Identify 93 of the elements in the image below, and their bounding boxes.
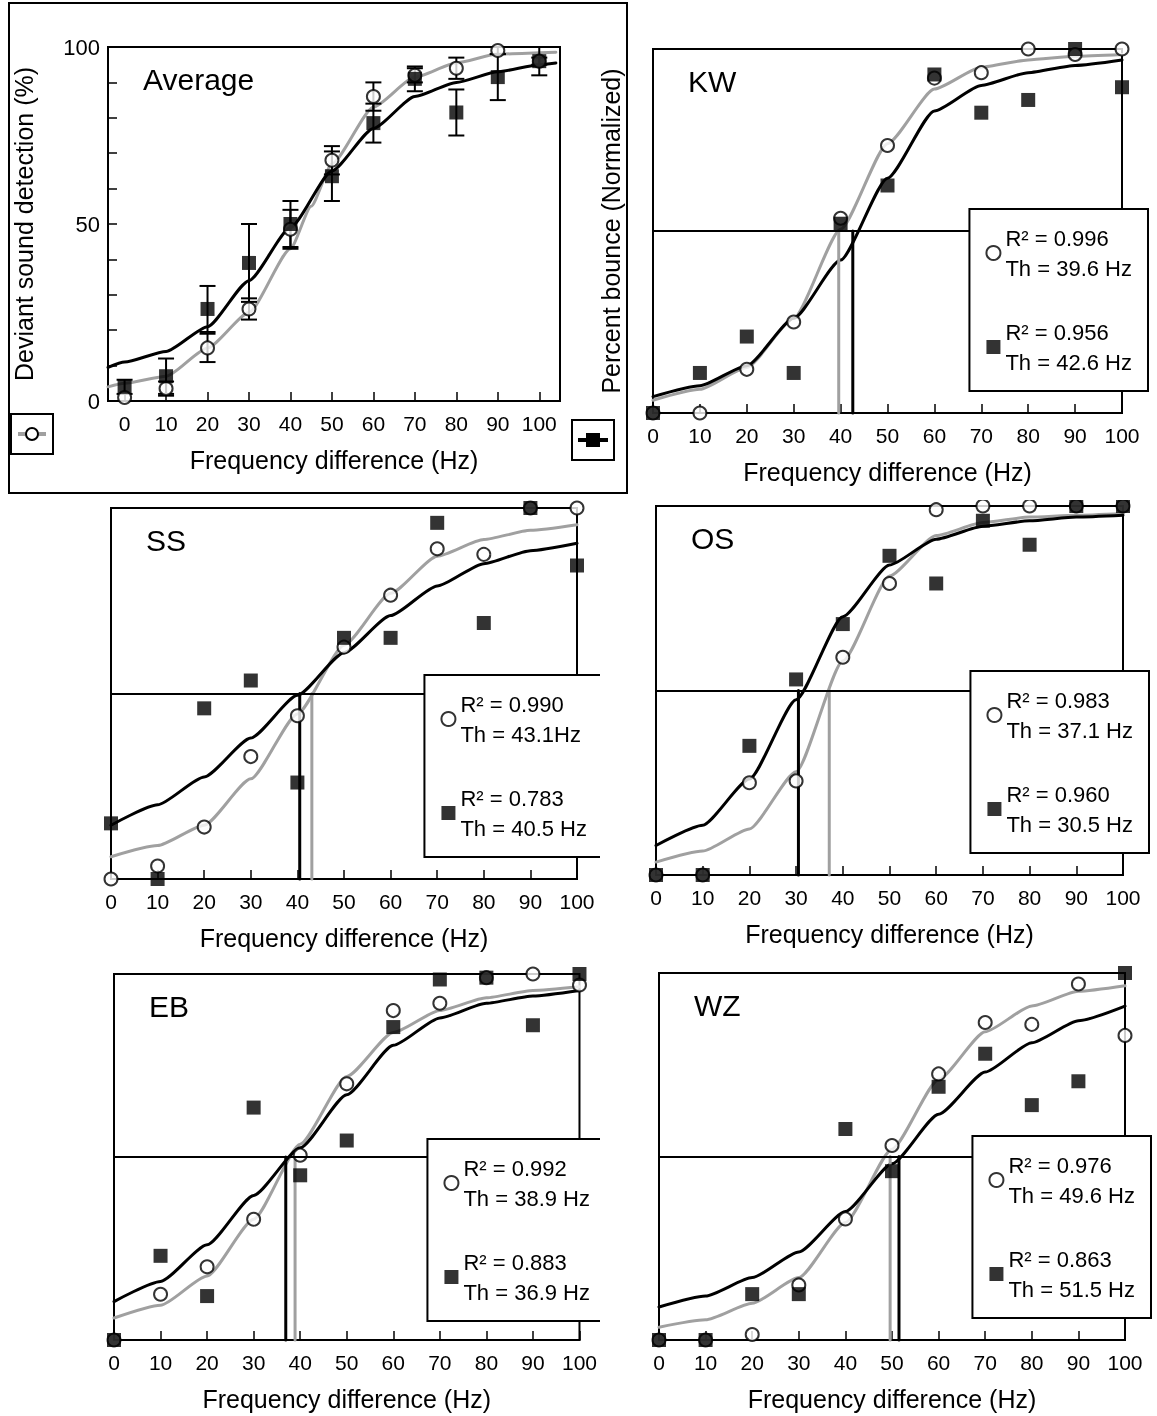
legend-label: R² = 0.956 Th = 42.6 Hz — [1005, 319, 1133, 375]
x-tick-label: 40 — [278, 412, 303, 435]
x-tick-label: 50 — [877, 886, 902, 909]
text: KW — [688, 64, 738, 98]
x-tick-label: 70 — [973, 1351, 997, 1374]
x-tick-label: 40 — [285, 890, 310, 913]
y-tick-label: 100 — [63, 34, 100, 60]
x-tick-label: 70 — [428, 1351, 452, 1374]
y-tick-label: 50 — [75, 211, 100, 237]
x-axis-title: Frequency difference (Hz) — [747, 1384, 1037, 1413]
x-tick-label: 0 — [650, 886, 662, 909]
legend-label: R² = 0.960 Th = 30.5 Hz — [1006, 781, 1134, 837]
x-tick-label: 70 — [971, 886, 995, 909]
x-tick-label: 10 — [145, 890, 170, 913]
legend-label: R² = 0.976 Th = 49.6 Hz — [1008, 1152, 1136, 1208]
x-tick-label: 80 — [1016, 424, 1040, 447]
x-tick-label: 0 — [653, 1351, 665, 1374]
x-tick-label: 20 — [737, 886, 762, 909]
x-axis-title: Frequency difference (Hz) — [199, 923, 489, 952]
text: EB — [149, 989, 190, 1023]
x-tick-label: 60 — [922, 424, 947, 447]
x-tick-label: 90 — [1064, 886, 1088, 909]
x-tick-label: 20 — [735, 424, 759, 447]
x-tick-label: 80 — [1020, 1351, 1044, 1374]
x-tick-label: 10 — [148, 1351, 173, 1374]
x-tick-label: 10 — [688, 424, 712, 447]
x-tick-label: 50 — [875, 424, 900, 447]
x-tick-label: 20 — [195, 412, 220, 435]
x-tick-label: 10 — [154, 412, 178, 435]
x-tick-label: 10 — [693, 1351, 718, 1374]
x-tick-label: 30 — [241, 1351, 266, 1374]
x-tick-label: 30 — [787, 1351, 811, 1374]
x-tick-label: 100 — [559, 890, 595, 913]
x-axis-title: Frequency difference (Hz) — [189, 445, 479, 474]
x-tick-label: 100 — [1104, 424, 1140, 447]
x-tick-label: 90 — [521, 1351, 545, 1374]
legend-label: R² = 0.992 Th = 38.9 Hz — [463, 1155, 591, 1211]
x-tick-label: 60 — [926, 1351, 951, 1374]
x-tick-label: 50 — [335, 1351, 359, 1374]
text: OS — [691, 521, 735, 555]
x-tick-label: 30 — [782, 424, 806, 447]
x-tick-label: 50 — [880, 1351, 904, 1374]
x-tick-label: 30 — [239, 890, 263, 913]
x-tick-label: 30 — [237, 412, 261, 435]
x-axis-title: Frequency difference (Hz) — [743, 457, 1032, 486]
y-axis-title: Percent bounce (Normalized) — [596, 68, 625, 394]
x-tick-label: 0 — [105, 890, 117, 913]
x-tick-label: 90 — [486, 412, 510, 435]
x-tick-label: 100 — [561, 1351, 597, 1374]
x-tick-label: 60 — [381, 1351, 405, 1374]
x-tick-label: 0 — [118, 412, 131, 435]
x-tick-label: 80 — [1017, 886, 1042, 909]
x-tick-label: 60 — [361, 412, 386, 435]
x-tick-label: 20 — [192, 890, 216, 913]
x-tick-label: 40 — [828, 424, 853, 447]
x-tick-label: 50 — [332, 890, 356, 913]
legend-label: R² = 0.863 Th = 51.5 Hz — [1008, 1246, 1136, 1302]
x-tick-label: 10 — [691, 886, 715, 909]
x-tick-label: 0 — [647, 424, 659, 447]
x-tick-label: 40 — [288, 1351, 312, 1374]
x-tick-label: 20 — [740, 1351, 764, 1374]
x-tick-label: 20 — [195, 1351, 219, 1374]
legend-label: R² = 0.983 Th = 37.1 Hz — [1006, 687, 1134, 743]
x-tick-label: 80 — [444, 412, 469, 435]
x-axis-title: Frequency difference (Hz) — [202, 1384, 492, 1413]
x-tick-label: 70 — [425, 890, 449, 913]
x-tick-label: 0 — [108, 1351, 120, 1374]
x-tick-label: 90 — [518, 890, 543, 913]
x-tick-label: 50 — [320, 412, 344, 435]
x-tick-label: 70 — [969, 424, 993, 447]
x-tick-label: 40 — [831, 886, 855, 909]
legend-label: R² = 0.990 Th = 43.1Hz — [460, 691, 581, 747]
y-tick-label: 0 — [87, 388, 100, 414]
y-axis-title: Deviant sound detection (%) — [9, 66, 38, 382]
text: Average — [143, 62, 255, 96]
x-tick-label: 90 — [1066, 1351, 1091, 1374]
x-tick-label: 80 — [474, 1351, 499, 1374]
x-tick-label: 100 — [521, 412, 557, 435]
x-tick-label: 100 — [1105, 886, 1141, 909]
x-tick-label: 70 — [403, 412, 427, 435]
x-tick-label: 90 — [1063, 424, 1087, 447]
legend-label: R² = 0.883 Th = 36.9 Hz — [463, 1249, 591, 1305]
x-tick-label: 30 — [784, 886, 808, 909]
x-tick-label: 60 — [378, 890, 403, 913]
x-tick-label: 60 — [924, 886, 948, 909]
text: SS — [146, 523, 187, 557]
x-tick-label: 40 — [833, 1351, 858, 1374]
legend-label: R² = 0.783 Th = 40.5 Hz — [460, 785, 588, 841]
x-tick-label: 100 — [1107, 1351, 1143, 1374]
text: WZ — [694, 988, 741, 1022]
x-axis-title: Frequency difference (Hz) — [745, 919, 1034, 948]
x-tick-label: 80 — [472, 890, 496, 913]
legend-label: R² = 0.996 Th = 39.6 Hz — [1005, 225, 1133, 281]
